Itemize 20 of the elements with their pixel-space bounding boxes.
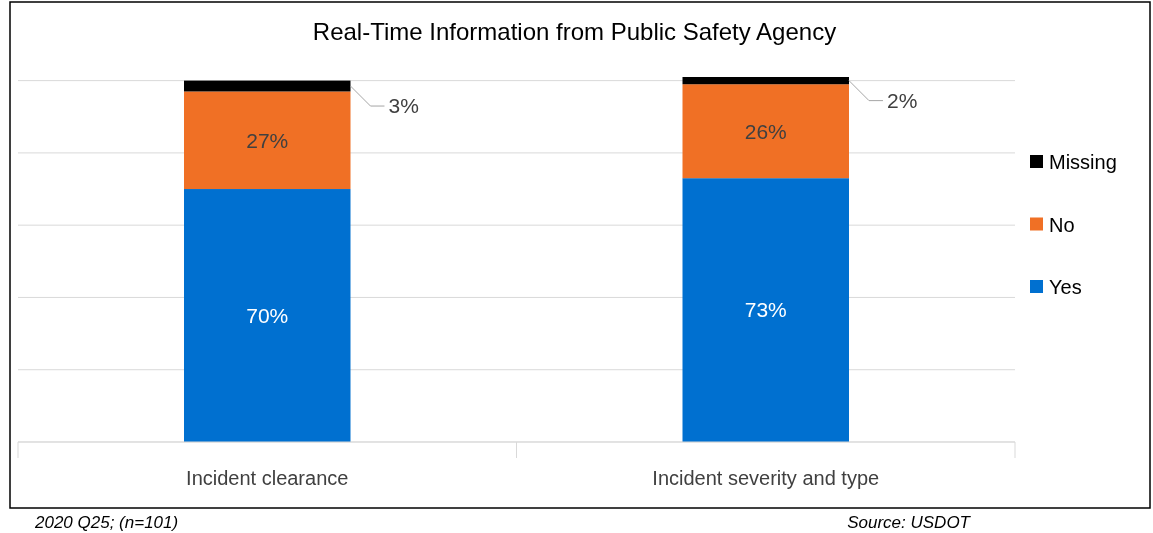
- source-note: Source: USDOT: [847, 512, 972, 532]
- data-label: 27%: [246, 128, 289, 152]
- text: 2020 Q25; (n=101): [34, 512, 179, 532]
- legend-label: Yes: [1049, 276, 1082, 298]
- bar: [184, 91, 351, 190]
- data-label: 70%: [246, 303, 289, 327]
- x-tick-label: Incident clearance: [186, 467, 349, 489]
- bar: [184, 80, 351, 92]
- data-label: 3%: [388, 94, 419, 118]
- legend-label: Missing: [1049, 151, 1117, 173]
- bar: [184, 189, 351, 442]
- bar: [682, 84, 849, 179]
- bar: [682, 178, 849, 442]
- x-tick-label: Incident severity and type: [652, 467, 880, 489]
- data-label: 2%: [887, 88, 918, 112]
- data-label: 26%: [744, 119, 787, 143]
- bar: [682, 77, 849, 85]
- legend-label: No: [1049, 213, 1075, 236]
- chart-title: Real-Time Information from Public Safety Agency: [312, 18, 837, 45]
- data-label: 73%: [744, 298, 787, 322]
